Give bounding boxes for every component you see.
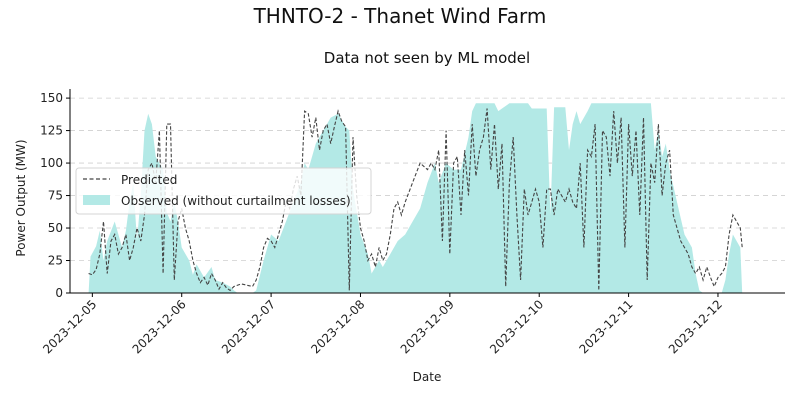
figure-title: THNTO-2 - Thanet Wind Farm [253, 4, 547, 28]
y-tick-label: 25 [48, 254, 63, 268]
plot-area [88, 103, 743, 293]
y-tick-label: 50 [48, 221, 63, 235]
x-tick-label: 2023-12-06 [130, 297, 189, 356]
series-observed-area [88, 103, 743, 293]
x-ticks: 2023-12-05 2023-12-06 2023-12-07 2023-12-08… [40, 293, 725, 356]
legend-observed-swatch [83, 195, 110, 205]
x-axis-label: Date [413, 370, 442, 384]
y-tick-label: 0 [55, 286, 63, 300]
y-ticks: 0 25 50 75 100 125 150 [40, 91, 70, 300]
x-tick-label: 2023-12-08 [308, 297, 367, 356]
y-tick-label: 125 [40, 124, 63, 138]
x-tick-label: 2023-12-10 [487, 297, 546, 356]
x-tick-label: 2023-12-09 [398, 297, 457, 356]
legend-observed-label: Observed (without curtailment losses) [121, 194, 351, 208]
x-tick-label: 2023-12-05 [40, 297, 99, 356]
series-predicted-line [88, 108, 743, 292]
x-tick-label: 2023-12-12 [666, 297, 725, 356]
chart-subtitle: Data not seen by ML model [324, 49, 530, 67]
y-tick-label: 75 [48, 189, 63, 203]
axes [69, 89, 785, 294]
y-axis-label: Power Output (MW) [14, 139, 28, 256]
legend: Predicted Observed (without curtailment … [75, 167, 372, 215]
legend-box [75, 167, 372, 215]
x-tick-label: 2023-12-11 [576, 297, 635, 356]
legend-predicted-label: Predicted [121, 173, 177, 187]
y-tick-label: 150 [40, 91, 63, 105]
x-tick-label: 2023-12-07 [219, 297, 278, 356]
y-tick-label: 100 [40, 156, 63, 170]
